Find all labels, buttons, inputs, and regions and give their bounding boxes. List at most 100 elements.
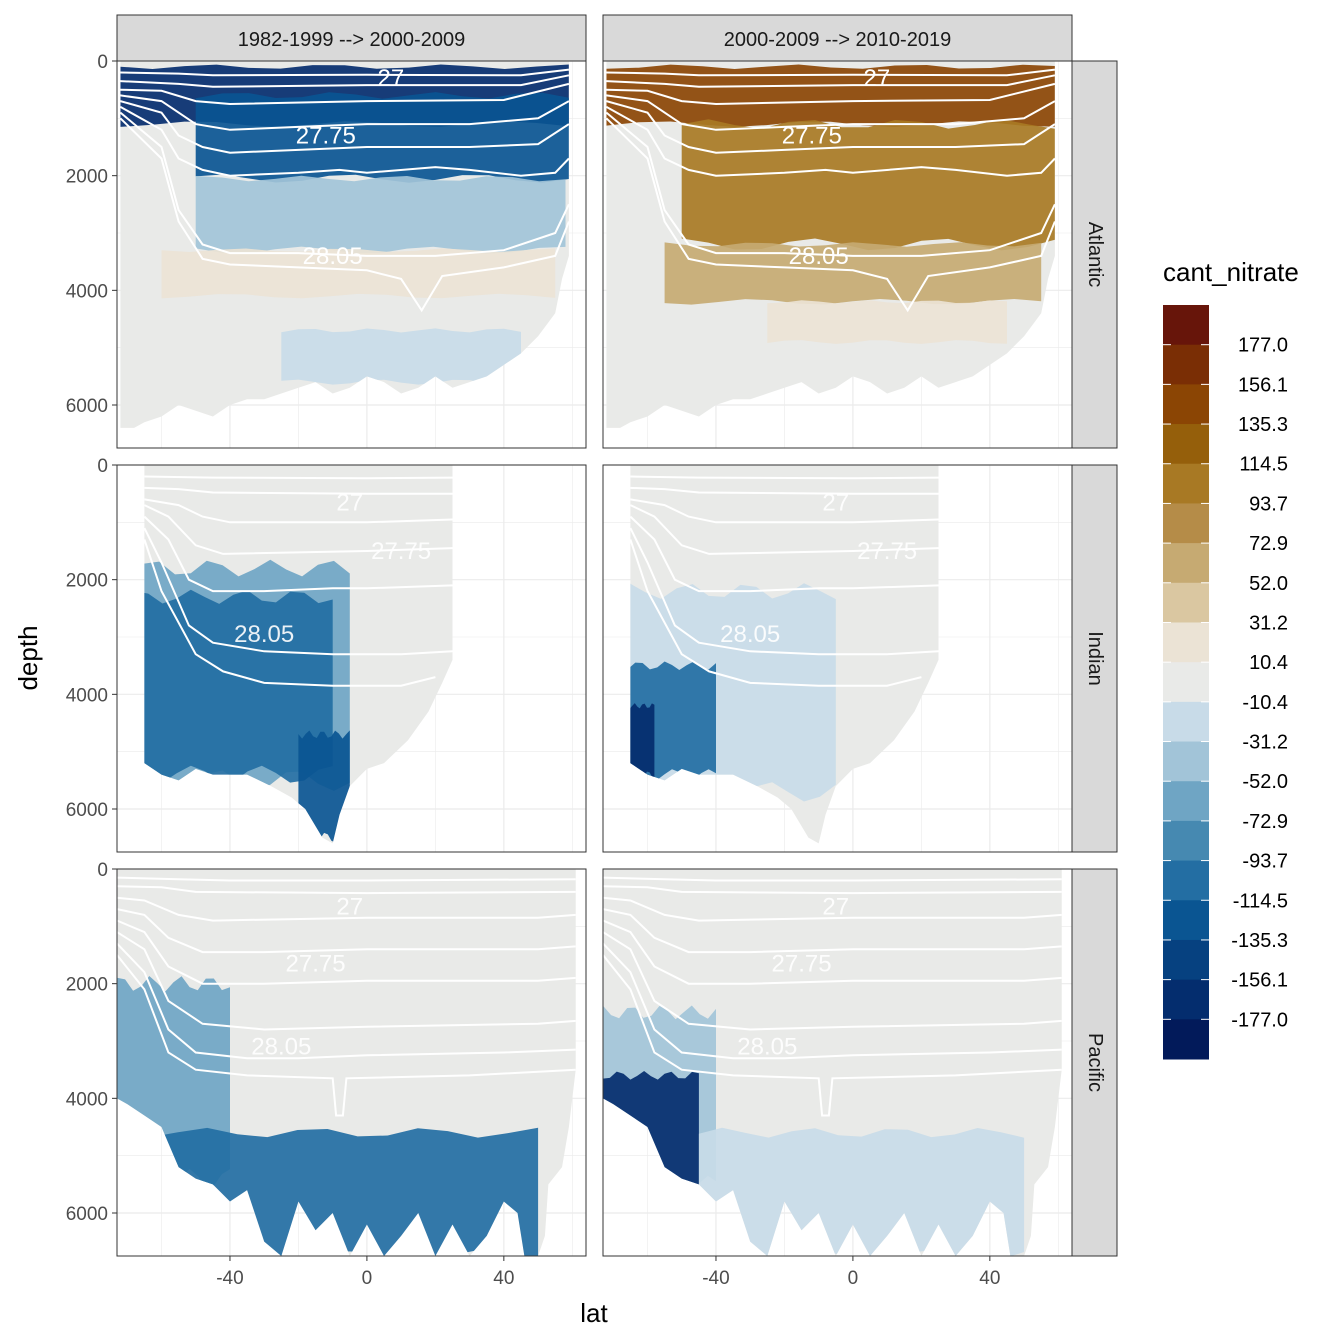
isopycnal-label: 28.05 xyxy=(251,1034,311,1061)
y-tick-label: 4000 xyxy=(66,1089,108,1110)
isopycnal-line xyxy=(144,475,453,480)
isopycnal-line xyxy=(629,504,939,555)
y-tick-label: 2000 xyxy=(66,975,108,996)
legend-color-bin xyxy=(1163,939,1209,981)
isopycnal-line xyxy=(119,111,570,257)
panel-content: 27 27.75 28.05 xyxy=(143,465,453,844)
y-tick-label: 0 xyxy=(97,52,108,73)
anomaly-region xyxy=(664,242,1042,305)
y-tick-label: 6000 xyxy=(66,800,108,821)
legend-color-bin xyxy=(1163,582,1209,623)
anomaly-region xyxy=(606,64,1055,127)
panel-border xyxy=(116,868,587,1257)
isopycnal-line xyxy=(117,896,576,922)
isopycnal-label: 27.75 xyxy=(857,538,917,565)
isopycnal-label: 27.75 xyxy=(296,123,356,150)
isopycnal-line xyxy=(603,896,1062,922)
anomaly-region xyxy=(281,328,521,385)
isopycnal-line xyxy=(605,111,1056,257)
isopycnal-line xyxy=(605,106,1056,177)
isopycnal-line xyxy=(603,908,1062,954)
isopycnal-line xyxy=(117,919,576,985)
isopycnal-line xyxy=(120,94,570,131)
isopycnal-contours xyxy=(629,475,939,687)
isopycnal-line xyxy=(120,68,570,77)
legend-color-bin xyxy=(1163,1019,1209,1060)
legend-color-bin xyxy=(1163,741,1209,782)
legend-break-label: -177.0 xyxy=(1231,1009,1288,1031)
panel-content: 27 27.75 28.05 xyxy=(605,61,1056,428)
legend-break-label: 52.0 xyxy=(1249,573,1288,595)
isopycnal-line xyxy=(630,486,939,495)
panel-indian-1: 27 27.75 28.05 xyxy=(117,464,586,852)
legend-color-bin xyxy=(1163,701,1209,743)
panel-border xyxy=(116,464,587,853)
panel-content: 27 27.75 28.05 xyxy=(119,61,570,428)
anomaly-region xyxy=(298,730,350,843)
isopycnal-line xyxy=(143,527,453,656)
anomaly-region xyxy=(630,703,655,778)
isopycnal-line xyxy=(143,504,453,555)
panel-indian-2: 27 27.75 28.05 xyxy=(603,464,1072,852)
y-axis-title: depth xyxy=(13,625,43,690)
facet-strip-row xyxy=(1071,464,1118,853)
facet-strip-column xyxy=(602,14,1073,62)
legend-break-label: 135.3 xyxy=(1238,414,1288,436)
isopycnal-line xyxy=(120,74,570,88)
legend-color-bin xyxy=(1163,860,1209,901)
facet-strip-row xyxy=(1071,60,1118,449)
isopycnal-line xyxy=(144,486,453,495)
isopycnal-line xyxy=(117,942,576,1060)
isopycnal-line xyxy=(606,82,1056,106)
legend-color-bin xyxy=(1163,463,1209,504)
legend-break-label: 10.4 xyxy=(1249,652,1288,674)
isopycnal-label: 28.05 xyxy=(789,243,849,270)
isopycnal-line xyxy=(603,876,1062,882)
isopycnal-line xyxy=(606,100,1056,154)
legend-color-bin xyxy=(1163,662,1209,703)
legend-break-label: -31.2 xyxy=(1242,732,1288,754)
x-tick-label: 0 xyxy=(848,1268,859,1289)
isopycnal-label: 27 xyxy=(336,893,363,920)
legend-color-bin xyxy=(1163,344,1209,385)
isopycnal-line xyxy=(117,885,576,895)
isopycnal-line xyxy=(603,885,1062,895)
x-tick-label: -40 xyxy=(702,1268,729,1289)
y-tick-label: 6000 xyxy=(66,1204,108,1225)
isopycnal-line xyxy=(603,954,1062,1117)
isopycnal-contours xyxy=(605,68,1056,313)
panel-content: 27 27.75 28.05 xyxy=(629,465,939,844)
anomaly-region xyxy=(161,248,556,299)
facet-strip-column-label: 1982-1999 --> 2000-2009 xyxy=(238,29,465,51)
anomaly-region xyxy=(144,589,333,783)
x-tick-label: 40 xyxy=(979,1268,1000,1289)
isopycnal-line xyxy=(629,515,939,593)
isopycnal-line xyxy=(629,527,939,656)
isopycnal-label: 28.05 xyxy=(737,1034,797,1061)
isopycnal-label: 27.75 xyxy=(286,951,346,978)
legend-break-label: -93.7 xyxy=(1242,851,1288,873)
isopycnal-line xyxy=(603,942,1062,1060)
facet-strip-row xyxy=(1071,868,1118,1257)
facet-strip-row-label: Indian xyxy=(1084,631,1106,686)
legend-color-bin xyxy=(1163,503,1209,544)
panel-pacific-2: 27 27.75 28.05 xyxy=(603,868,1072,1256)
legend-color-bin xyxy=(1163,900,1209,941)
x-tick-label: -40 xyxy=(216,1268,243,1289)
isopycnal-label: 27 xyxy=(336,489,363,516)
facet-strip-row-label: Atlantic xyxy=(1084,222,1106,288)
legend-color-bin xyxy=(1163,979,1209,1020)
y-tick-label: 0 xyxy=(97,860,108,881)
isopycnal-contours xyxy=(143,475,453,687)
legend-break-label: -10.4 xyxy=(1242,692,1288,714)
anomaly-layers xyxy=(144,559,350,843)
isopycnal-line xyxy=(117,876,576,882)
isopycnal-line xyxy=(605,117,1056,313)
isopycnal-label: 27.75 xyxy=(371,538,431,565)
facet-strip-column-label: 2000-2009 --> 2010-2019 xyxy=(724,29,951,51)
y-tick-label: 6000 xyxy=(66,396,108,417)
isopycnal-line xyxy=(119,106,570,177)
x-tick-label: 0 xyxy=(362,1268,373,1289)
legend-title: cant_nitrate xyxy=(1163,257,1299,287)
panel-atlantic-2: 27 27.75 28.05 xyxy=(603,60,1072,448)
